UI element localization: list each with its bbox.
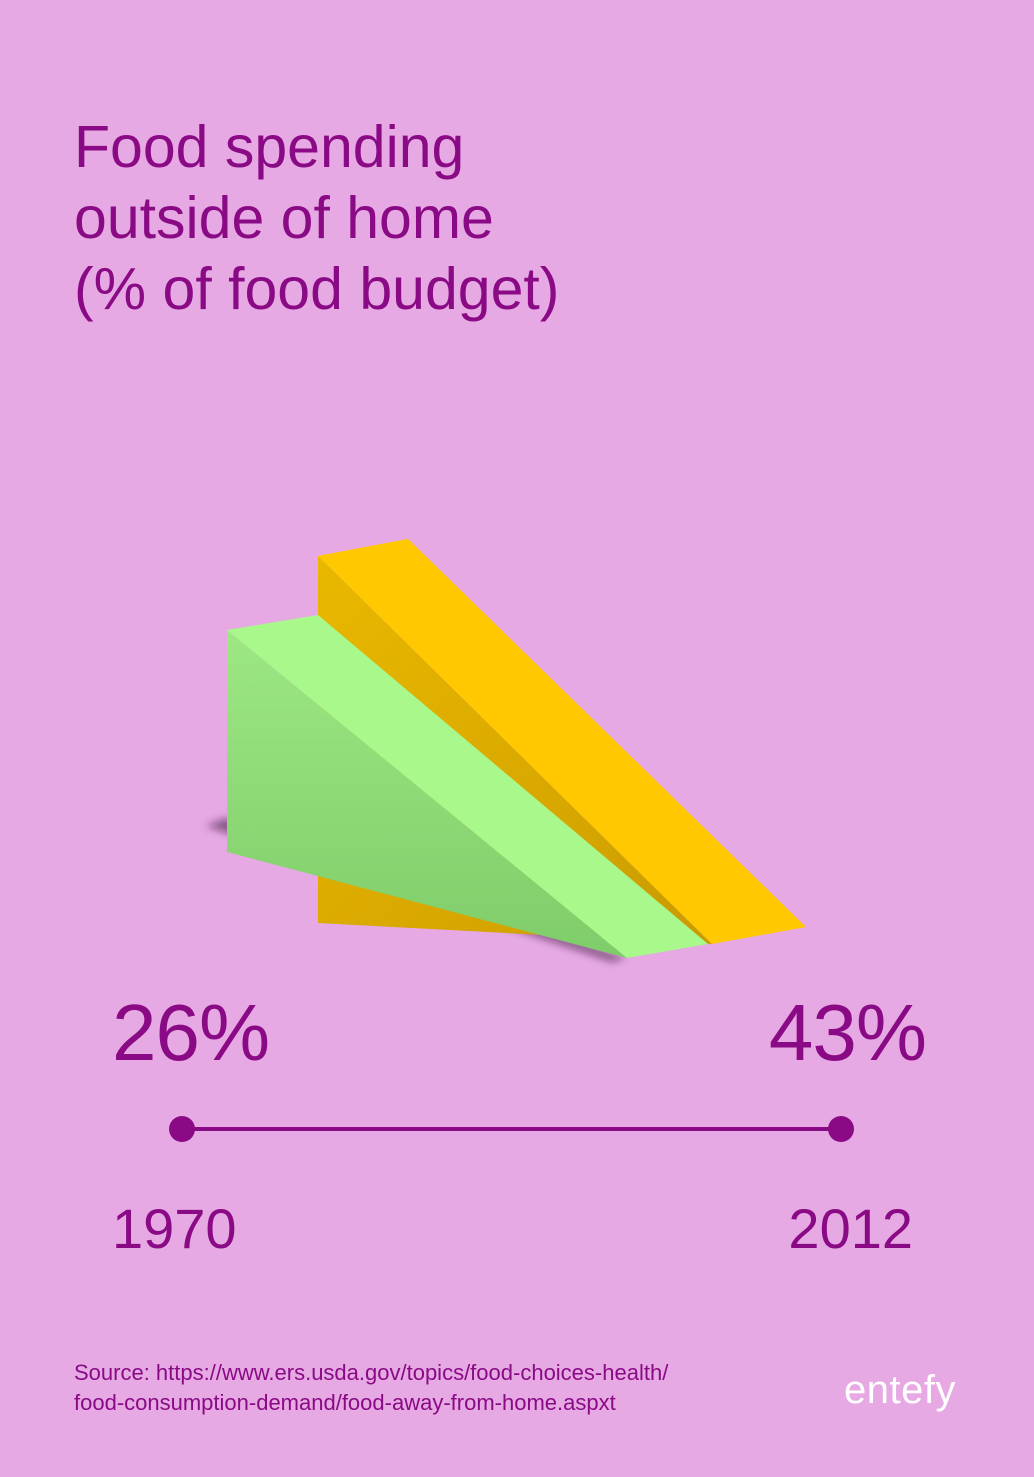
year-label-2012: 2012 <box>788 1197 913 1260</box>
title-line-1: Food spending <box>74 114 465 180</box>
chart-title: Food spending outside of home (% of food… <box>74 112 774 325</box>
year-label-1970: 1970 <box>112 1197 237 1260</box>
source-note: Source: https://www.ers.usda.gov/topics/… <box>74 1358 834 1418</box>
title-line-2: outside of home <box>74 185 494 251</box>
timeline-dot-start <box>169 1116 195 1142</box>
wedge-layer <box>206 538 806 962</box>
value-label-2012: 43% <box>768 988 927 1077</box>
wedge-2012-top <box>318 538 806 944</box>
source-line-1: Source: https://www.ers.usda.gov/topics/… <box>74 1360 669 1385</box>
source-line-2: food-consumption-demand/food-away-from-h… <box>74 1390 616 1415</box>
wedge-1970-top <box>227 615 708 958</box>
value-label-1970: 26% <box>112 988 270 1077</box>
brand-logo: entefy <box>844 1368 956 1412</box>
timeline-dot-end <box>828 1116 854 1142</box>
title-line-3: (% of food budget) <box>74 256 560 322</box>
timeline <box>169 1116 854 1142</box>
